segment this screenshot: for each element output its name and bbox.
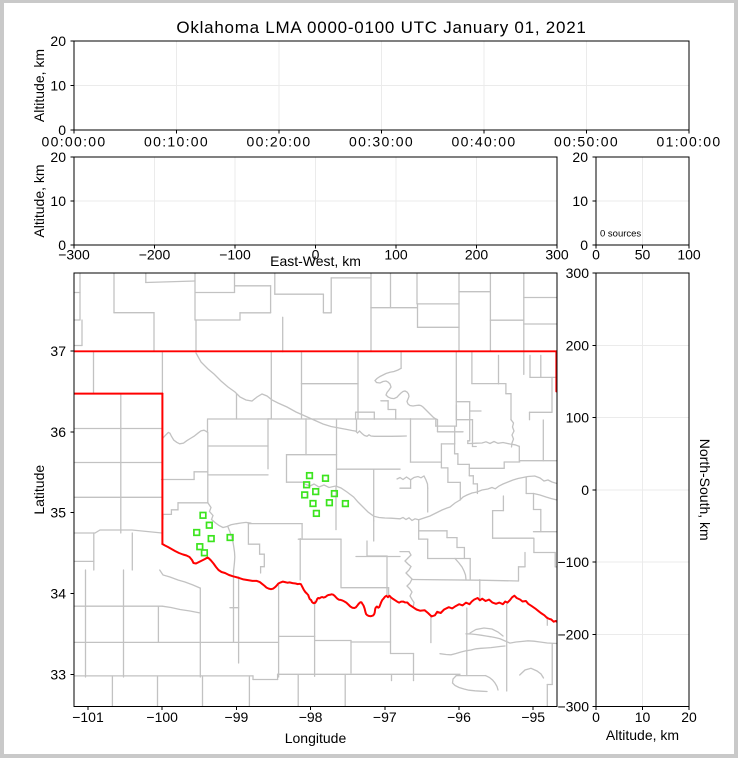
svg-text:0: 0 — [312, 247, 320, 263]
svg-text:10: 10 — [635, 709, 651, 725]
svg-text:00:30:00: 00:30:00 — [349, 134, 414, 150]
svg-text:20: 20 — [50, 33, 66, 49]
svg-text:0: 0 — [592, 709, 600, 725]
svg-text:36: 36 — [50, 424, 66, 440]
svg-text:00:00:00: 00:00:00 — [42, 134, 107, 150]
svg-text:−100: −100 — [219, 247, 251, 263]
svg-text:−300: −300 — [58, 247, 90, 263]
svg-text:−101: −101 — [72, 709, 104, 725]
svg-text:00:50:00: 00:50:00 — [554, 134, 619, 150]
svg-text:−200: −200 — [139, 247, 171, 263]
svg-text:35: 35 — [50, 505, 66, 521]
svg-text:Altitude, km: Altitude, km — [31, 164, 47, 237]
svg-text:0: 0 — [580, 237, 588, 253]
svg-text:300: 300 — [545, 247, 569, 263]
svg-text:0: 0 — [58, 237, 66, 253]
svg-text:−100: −100 — [557, 554, 589, 570]
svg-text:33: 33 — [50, 666, 66, 682]
svg-text:North-South, km: North-South, km — [697, 439, 713, 541]
svg-text:20: 20 — [572, 149, 588, 165]
svg-text:100: 100 — [677, 247, 701, 263]
svg-text:Longitude: Longitude — [285, 730, 347, 746]
svg-text:Altitude, km: Altitude, km — [31, 49, 47, 122]
svg-text:10: 10 — [50, 193, 66, 209]
svg-text:00:20:00: 00:20:00 — [247, 134, 312, 150]
svg-text:−200: −200 — [557, 626, 589, 642]
svg-text:−100: −100 — [146, 709, 178, 725]
svg-text:300: 300 — [566, 265, 590, 281]
svg-text:00:40:00: 00:40:00 — [452, 134, 517, 150]
svg-text:−99: −99 — [225, 709, 249, 725]
svg-text:50: 50 — [635, 247, 651, 263]
svg-text:20: 20 — [50, 149, 66, 165]
svg-text:00:10:00: 00:10:00 — [144, 134, 209, 150]
svg-text:0: 0 — [592, 247, 600, 263]
svg-text:200: 200 — [465, 247, 489, 263]
svg-text:100: 100 — [566, 410, 590, 426]
svg-text:0: 0 — [58, 122, 66, 138]
svg-text:East-West, km: East-West, km — [270, 253, 361, 269]
svg-text:01:00:00: 01:00:00 — [657, 134, 722, 150]
svg-text:34: 34 — [50, 586, 66, 602]
svg-text:−95: −95 — [521, 709, 545, 725]
svg-text:−300: −300 — [557, 699, 589, 715]
svg-text:100: 100 — [384, 247, 408, 263]
svg-text:37: 37 — [50, 343, 66, 359]
svg-text:20: 20 — [681, 709, 697, 725]
svg-text:200: 200 — [566, 337, 590, 353]
svg-text:10: 10 — [50, 78, 66, 94]
svg-text:−97: −97 — [373, 709, 397, 725]
svg-text:Oklahoma LMA 0000-0100 UTC Jan: Oklahoma LMA 0000-0100 UTC January 01, 2… — [176, 18, 586, 37]
svg-text:10: 10 — [572, 193, 588, 209]
svg-text:−98: −98 — [299, 709, 323, 725]
svg-text:0 sources: 0 sources — [600, 229, 641, 240]
svg-text:−96: −96 — [447, 709, 471, 725]
svg-text:0: 0 — [581, 482, 589, 498]
svg-text:Latitude: Latitude — [31, 465, 47, 515]
svg-text:Altitude, km: Altitude, km — [606, 727, 679, 743]
